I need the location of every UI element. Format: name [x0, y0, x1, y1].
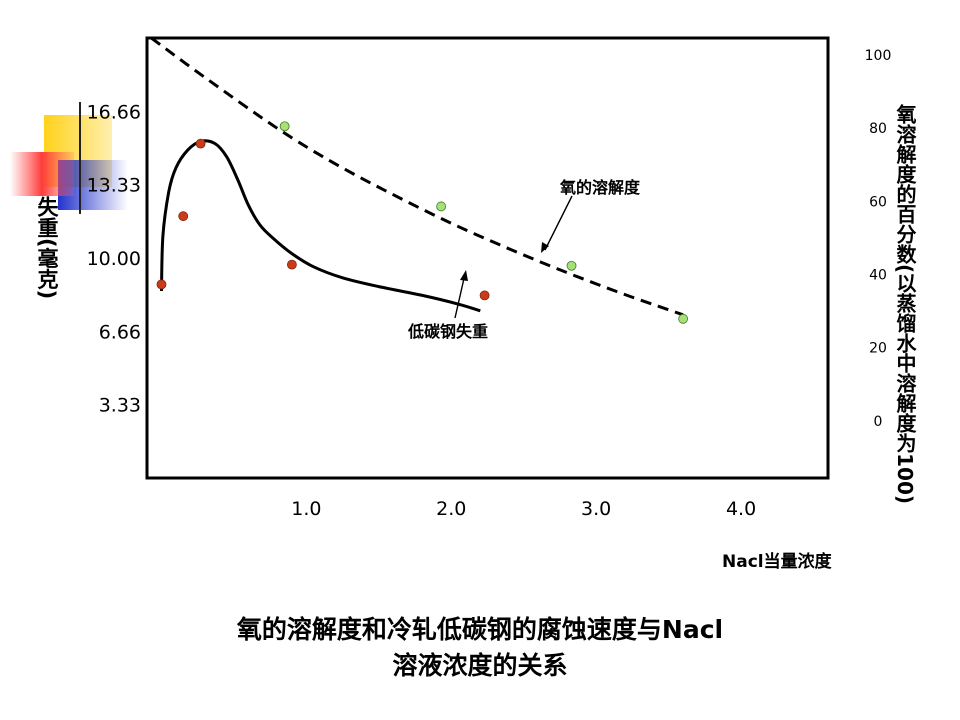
- steel-weight-loss-point: [156, 279, 167, 290]
- x-tick-label-4.0: 4.0: [726, 498, 756, 520]
- y-tick-label-3.33: 3.33: [99, 395, 141, 417]
- y-tick-label-6.66: 6.66: [99, 321, 141, 343]
- steel-weight-loss-point: [286, 259, 297, 270]
- steel-annotation-arrow-line: [454, 273, 466, 319]
- steel-weight-loss-point: [479, 290, 490, 301]
- y2-tick-label-80: 80: [869, 121, 887, 137]
- y-tick-label-16.66: 16.66: [87, 101, 141, 123]
- y2-tick-label-60: 60: [869, 194, 887, 210]
- x-tick-label-2.0: 2.0: [436, 498, 466, 520]
- oxygen-annotation-arrow-line: [544, 195, 573, 251]
- chart-title-line-2: 溶液浓度的关系: [392, 651, 568, 680]
- x-tick-label-3.0: 3.0: [581, 498, 611, 520]
- steel-weight-loss-point: [195, 138, 206, 149]
- oxygen-solubility-point: [436, 201, 447, 212]
- chart-title: 氧的溶解度和冷轧低碳钢的腐蚀速度与Nacl 溶液浓度的关系: [0, 612, 960, 684]
- annotation-oxygen-solubility: 氧的溶解度: [560, 178, 641, 197]
- chart-title-line-1: 氧的溶解度和冷轧低碳钢的腐蚀速度与Nacl: [236, 615, 724, 644]
- oxygen-solubility-point: [279, 121, 290, 132]
- oxygen-annotation-arrow-head: [541, 242, 549, 253]
- oxygen-solubility-point: [678, 313, 689, 324]
- oxygen-solubility-point: [566, 260, 577, 271]
- steel-weight-loss-point: [178, 211, 189, 222]
- plot-frame: [145, 36, 830, 480]
- x-tick-label-1.0: 1.0: [291, 498, 321, 520]
- series-steel-weight-loss-line: [160, 139, 481, 313]
- x-axis-label: Nacl当量浓度: [722, 552, 832, 572]
- chart-marks: 1.0 2.0 3.0 4.0 16.66 13.33 10.00 6.66 3.33 100 80…: [87, 36, 892, 520]
- y-axis-label-right: 氧溶解度的百分数(以蒸馏水中溶解度为100): [893, 104, 917, 505]
- y2-tick-label-0: 0: [874, 414, 883, 430]
- annotation-steel-weight-loss: 低碳钢失重: [408, 322, 489, 341]
- y-axis-label-left: 失重(毫克): [35, 196, 59, 300]
- y-tick-label-13.33: 13.33: [87, 175, 141, 197]
- y2-tick-label-100: 100: [865, 48, 892, 64]
- y2-tick-label-40: 40: [869, 268, 887, 284]
- steel-annotation-arrow-head: [460, 270, 468, 281]
- y2-tick-label-20: 20: [869, 341, 887, 357]
- y-tick-label-10.00: 10.00: [87, 248, 141, 270]
- red-square-decoration: [10, 152, 74, 196]
